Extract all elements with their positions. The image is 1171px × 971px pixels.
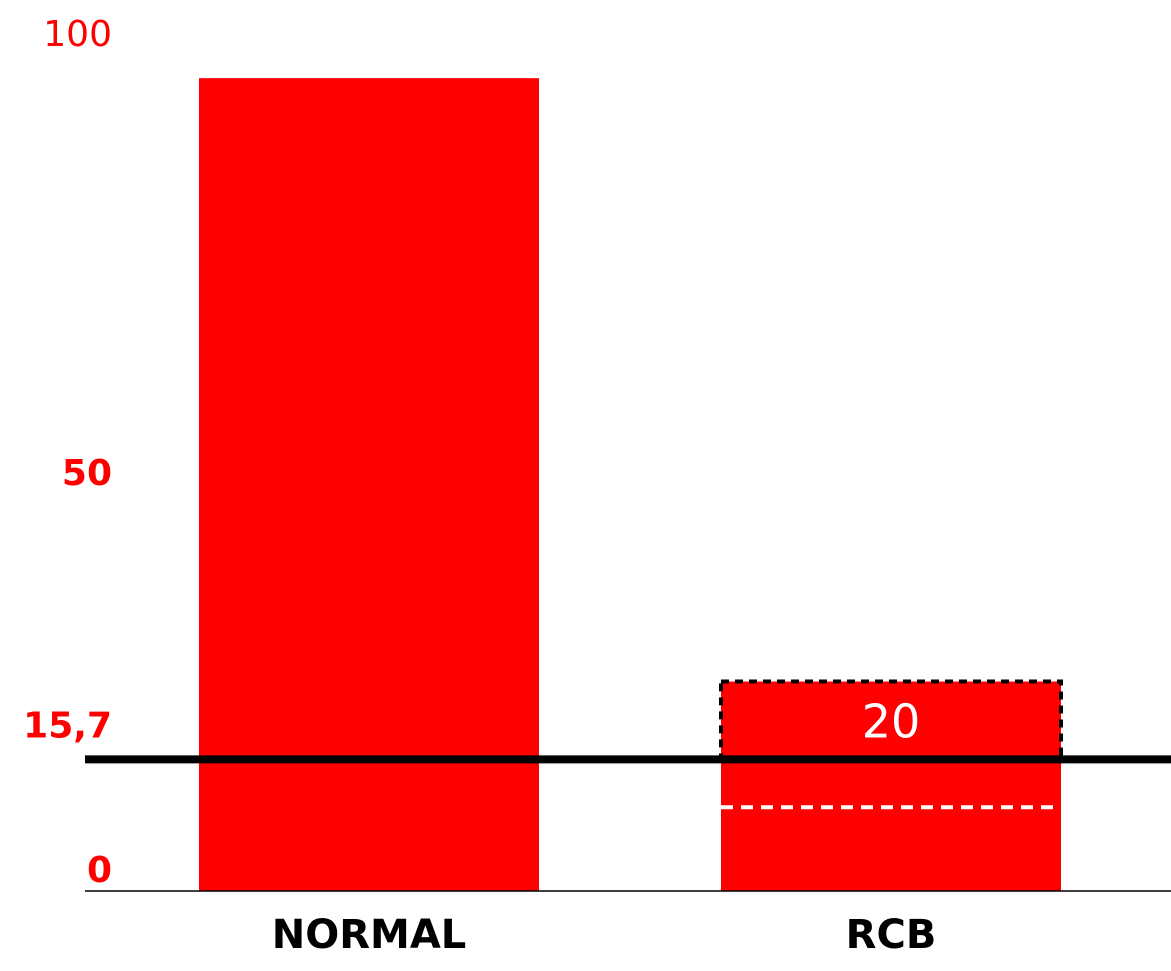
y-tick-labels: 0 15,7 50 100	[23, 14, 112, 891]
bar-normal	[199, 78, 539, 891]
y-tick-label: 0	[87, 850, 112, 891]
dashed-box-rcb	[719, 679, 1063, 762]
y-tick-label: 100	[43, 14, 112, 55]
bar-rcb	[721, 756, 1061, 891]
y-tick-label: 15,7	[23, 705, 112, 746]
bars-group	[199, 78, 1061, 891]
dashed-box-label: 20	[862, 694, 921, 748]
category-label: RCB	[846, 912, 937, 958]
overlays-group: 20	[85, 679, 1171, 810]
category-label: NORMAL	[272, 912, 467, 958]
category-labels: NORMAL RCB	[272, 912, 937, 958]
y-tick-label: 50	[62, 453, 112, 494]
